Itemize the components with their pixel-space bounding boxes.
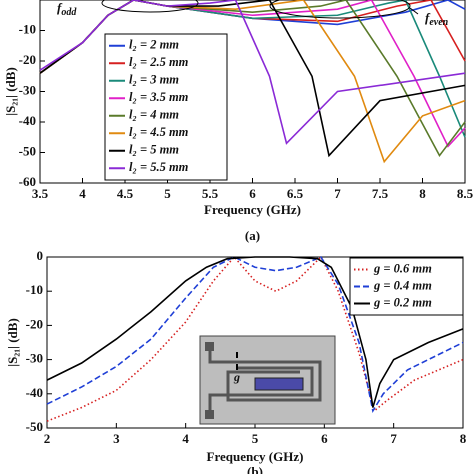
legend: l₂ = 2 mm l₂ = 2.5 mm l₂ = 3 mm l₂ = 3.5 mm… bbox=[104, 33, 228, 181]
caption: (b) bbox=[247, 464, 263, 474]
inset-port bbox=[205, 342, 214, 351]
even-ellipse bbox=[269, 0, 411, 19]
annotation-subscript: odd bbox=[61, 7, 77, 18]
y-tick-label: -10 bbox=[19, 21, 36, 36]
y-tick-label: -40 bbox=[26, 385, 43, 400]
series-line bbox=[39, 0, 466, 145]
annotation: feven bbox=[425, 10, 449, 28]
inset-strip bbox=[254, 377, 304, 391]
y-axis-label: |S₂₁| (dB) bbox=[3, 67, 18, 116]
x-tick-label: 4.5 bbox=[117, 186, 134, 201]
y-axis-label: |S₂₁| (dB) bbox=[5, 318, 20, 367]
x-tick-label: 4 bbox=[182, 431, 189, 446]
x-tick-label: 8.5 bbox=[457, 186, 474, 201]
x-tick-label: 8 bbox=[460, 431, 467, 446]
even-pointer bbox=[409, 7, 419, 15]
y-tick-label: -50 bbox=[26, 419, 43, 434]
x-tick-label: 5.5 bbox=[202, 186, 219, 201]
x-tick-label: 2 bbox=[44, 431, 51, 446]
legend-label: l₂ = 3.5 mm bbox=[129, 90, 189, 104]
x-tick-label: 5 bbox=[252, 431, 259, 446]
annotation-symbol: f bbox=[425, 10, 431, 25]
y-tick-label: -30 bbox=[26, 351, 43, 366]
x-tick-label: 8 bbox=[419, 186, 426, 201]
y-tick-label: -10 bbox=[26, 282, 43, 297]
legend-box bbox=[104, 33, 228, 181]
legend: g = 0.6 mm g = 0.4 mm g = 0.2 mm bbox=[349, 257, 464, 316]
legend-label: g = 0.6 mm bbox=[373, 261, 432, 275]
x-tick-label: 3 bbox=[113, 431, 120, 446]
inset: g bbox=[199, 335, 336, 425]
y-tick-label: -30 bbox=[19, 82, 36, 97]
x-tick-label: 6 bbox=[321, 431, 328, 446]
plot-frame bbox=[39, 0, 466, 184]
caption: (a) bbox=[245, 228, 260, 243]
x-tick-label: 5 bbox=[164, 186, 171, 201]
annotation-symbol: f bbox=[57, 0, 63, 15]
annotation-subscript: even bbox=[429, 17, 448, 28]
legend-label: g = 0.4 mm bbox=[373, 278, 432, 292]
series-line bbox=[46, 255, 464, 414]
x-tick-label: 7.5 bbox=[372, 186, 389, 201]
y-tick-label: -60 bbox=[19, 174, 36, 189]
x-tick-label: 6.5 bbox=[287, 186, 304, 201]
x-tick-label: 6 bbox=[249, 186, 256, 201]
x-axis-label: Frequency (GHz) bbox=[207, 449, 304, 464]
inset-line bbox=[208, 351, 322, 402]
x-tick-label: 7 bbox=[390, 431, 397, 446]
x-axis-label: Frequency (GHz) bbox=[204, 202, 301, 217]
annotation: fodd bbox=[57, 0, 77, 18]
inset-line bbox=[208, 366, 314, 410]
y-tick-label: -20 bbox=[26, 316, 43, 331]
y-tick-label: -20 bbox=[19, 52, 36, 67]
legend-label: l₂ = 2.5 mm bbox=[129, 55, 189, 69]
legend-label: l₂ = 3 mm bbox=[129, 73, 179, 87]
x-tick-label: 7 bbox=[334, 186, 341, 201]
series-line bbox=[46, 256, 464, 408]
x-tick-label: 4 bbox=[79, 186, 86, 201]
legend-label: l₂ = 4.5 mm bbox=[129, 125, 189, 139]
y-tick-label: 0 bbox=[37, 248, 44, 263]
y-tick-label: -40 bbox=[19, 113, 36, 128]
legend-label: l₂ = 5 mm bbox=[129, 143, 179, 157]
inset-port bbox=[205, 410, 214, 419]
x-tick-label: 3.5 bbox=[32, 186, 49, 201]
inset-label: g bbox=[233, 370, 240, 384]
legend-label: g = 0.2 mm bbox=[373, 295, 432, 309]
odd-ellipse bbox=[101, 0, 199, 13]
legend-label: l₂ = 5.5 mm bbox=[129, 160, 189, 174]
legend-label: l₂ = 2 mm bbox=[129, 38, 179, 52]
legend-label: l₂ = 4 mm bbox=[129, 108, 179, 122]
y-tick-label: -50 bbox=[19, 143, 36, 158]
